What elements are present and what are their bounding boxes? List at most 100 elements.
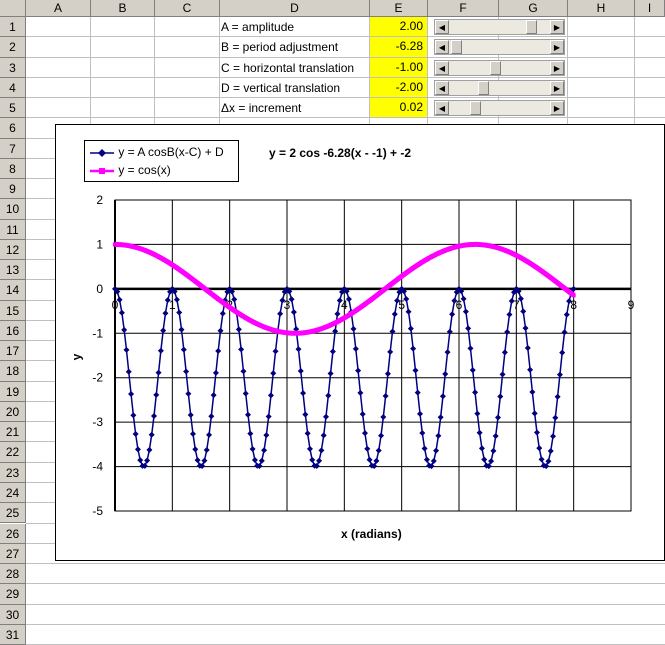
- series1-marker: [150, 412, 157, 419]
- row-header-16[interactable]: 16: [0, 320, 26, 342]
- row-header-9[interactable]: 9: [0, 179, 26, 200]
- series1-marker: [439, 393, 446, 400]
- row-header-3[interactable]: 3: [0, 57, 26, 78]
- series1-marker: [366, 456, 373, 463]
- series1-marker: [146, 446, 153, 453]
- series1-marker: [465, 325, 472, 332]
- series1-marker: [478, 445, 485, 452]
- row-header-31[interactable]: 31: [0, 624, 26, 645]
- scroll-thumb[interactable]: [526, 20, 538, 34]
- row-gridline: [26, 563, 665, 565]
- series1-marker: [183, 368, 190, 375]
- param-value-cell[interactable]: 2.00: [370, 17, 427, 37]
- series1-marker: [442, 371, 449, 378]
- row-header-22[interactable]: 22: [0, 442, 26, 463]
- row-header-25[interactable]: 25: [0, 503, 26, 524]
- row-header-4[interactable]: 4: [0, 77, 26, 99]
- param-value-cell[interactable]: 0.02: [370, 98, 427, 118]
- column-header-e[interactable]: E: [370, 0, 428, 17]
- series1-marker: [306, 445, 313, 452]
- param-value-cell[interactable]: -6.28: [370, 37, 427, 57]
- column-header-b[interactable]: B: [91, 0, 155, 17]
- row-header-18[interactable]: 18: [0, 361, 26, 382]
- column-header-f[interactable]: F: [428, 0, 499, 17]
- column-header-a[interactable]: A: [26, 0, 91, 17]
- x-tick-label: 0: [112, 298, 119, 312]
- series1-marker: [444, 349, 451, 356]
- column-header-h[interactable]: H: [568, 0, 635, 17]
- series1-marker: [118, 309, 125, 316]
- column-header-i[interactable]: I: [635, 0, 665, 17]
- series1-marker: [267, 392, 274, 399]
- scroll-right-button[interactable]: ▶: [550, 80, 564, 95]
- row-header-29[interactable]: 29: [0, 584, 26, 605]
- param-scrollbar[interactable]: ◀ ▶: [434, 100, 565, 117]
- scroll-left-button[interactable]: ◀: [435, 80, 449, 95]
- scroll-thumb[interactable]: [450, 40, 462, 55]
- row-header-13[interactable]: 13: [0, 260, 26, 281]
- row-gridline: [26, 623, 665, 625]
- chart-legend[interactable]: y = A cosB(x-C) + D y = cos(x): [84, 140, 239, 182]
- series1-marker: [446, 328, 453, 335]
- row-header-10[interactable]: 10: [0, 199, 26, 220]
- scroll-left-button[interactable]: ◀: [435, 60, 449, 75]
- row-header-28[interactable]: 28: [0, 564, 26, 585]
- chart-area[interactable]: 210-1-2-3-4-50123456789 y = A cosB(x-C) …: [55, 124, 665, 561]
- series1-marker: [238, 346, 245, 353]
- series1-marker: [270, 370, 277, 377]
- y-axis-label: y: [69, 353, 84, 361]
- scroll-left-button[interactable]: ◀: [435, 20, 449, 34]
- row-header-30[interactable]: 30: [0, 604, 26, 625]
- row-header-7[interactable]: 7: [0, 138, 26, 159]
- scroll-left-button[interactable]: ◀: [435, 40, 449, 55]
- scroll-thumb[interactable]: [477, 80, 489, 95]
- param-scrollbar[interactable]: ◀ ▶: [434, 59, 565, 76]
- row-header-17[interactable]: 17: [0, 341, 26, 362]
- series1-marker: [251, 456, 258, 463]
- row-header-5[interactable]: 5: [0, 98, 26, 119]
- param-value-cell[interactable]: -1.00: [370, 57, 427, 77]
- series1-marker: [396, 289, 403, 296]
- row-header-1[interactable]: 1: [0, 17, 26, 38]
- row-header-20[interactable]: 20: [0, 401, 26, 423]
- scroll-left-button[interactable]: ◀: [435, 101, 449, 116]
- param-value-cell[interactable]: -2.00: [370, 77, 427, 98]
- series1-marker: [490, 447, 497, 454]
- series1-marker: [157, 347, 164, 354]
- row-header-6[interactable]: 6: [0, 118, 26, 139]
- row-header-11[interactable]: 11: [0, 219, 26, 240]
- row-header-14[interactable]: 14: [0, 280, 26, 301]
- scroll-right-button[interactable]: ▶: [550, 101, 564, 116]
- series1-marker: [249, 446, 256, 453]
- scroll-right-button[interactable]: ▶: [550, 60, 564, 75]
- param-scrollbar[interactable]: ◀ ▶: [434, 19, 565, 35]
- series1-marker: [375, 447, 382, 454]
- row-header-26[interactable]: 26: [0, 523, 26, 544]
- row-header-8[interactable]: 8: [0, 158, 26, 180]
- series1-marker: [451, 297, 458, 304]
- scroll-thumb[interactable]: [469, 101, 481, 116]
- row-header-24[interactable]: 24: [0, 482, 26, 504]
- column-header-c[interactable]: C: [155, 0, 220, 17]
- series1-marker: [178, 326, 185, 333]
- series1-marker: [288, 296, 295, 303]
- row-gridline: [26, 97, 665, 99]
- column-header-d[interactable]: D: [220, 0, 370, 17]
- row-header-19[interactable]: 19: [0, 381, 26, 402]
- param-scrollbar[interactable]: ◀ ▶: [434, 79, 565, 96]
- scroll-thumb[interactable]: [489, 60, 501, 75]
- row-header-23[interactable]: 23: [0, 462, 26, 483]
- row-header-27[interactable]: 27: [0, 543, 26, 564]
- row-header-12[interactable]: 12: [0, 239, 26, 261]
- scroll-right-button[interactable]: ▶: [550, 40, 564, 55]
- row-header-2[interactable]: 2: [0, 37, 26, 58]
- row-header-15[interactable]: 15: [0, 300, 26, 321]
- series1-marker: [547, 448, 554, 455]
- scroll-right-button[interactable]: ▶: [550, 20, 564, 34]
- param-scrollbar[interactable]: ◀ ▶: [434, 39, 565, 56]
- series1-marker: [309, 456, 316, 463]
- select-all-corner[interactable]: [0, 0, 26, 17]
- series1-marker: [240, 368, 247, 375]
- row-header-21[interactable]: 21: [0, 422, 26, 443]
- column-header-g[interactable]: G: [499, 0, 568, 17]
